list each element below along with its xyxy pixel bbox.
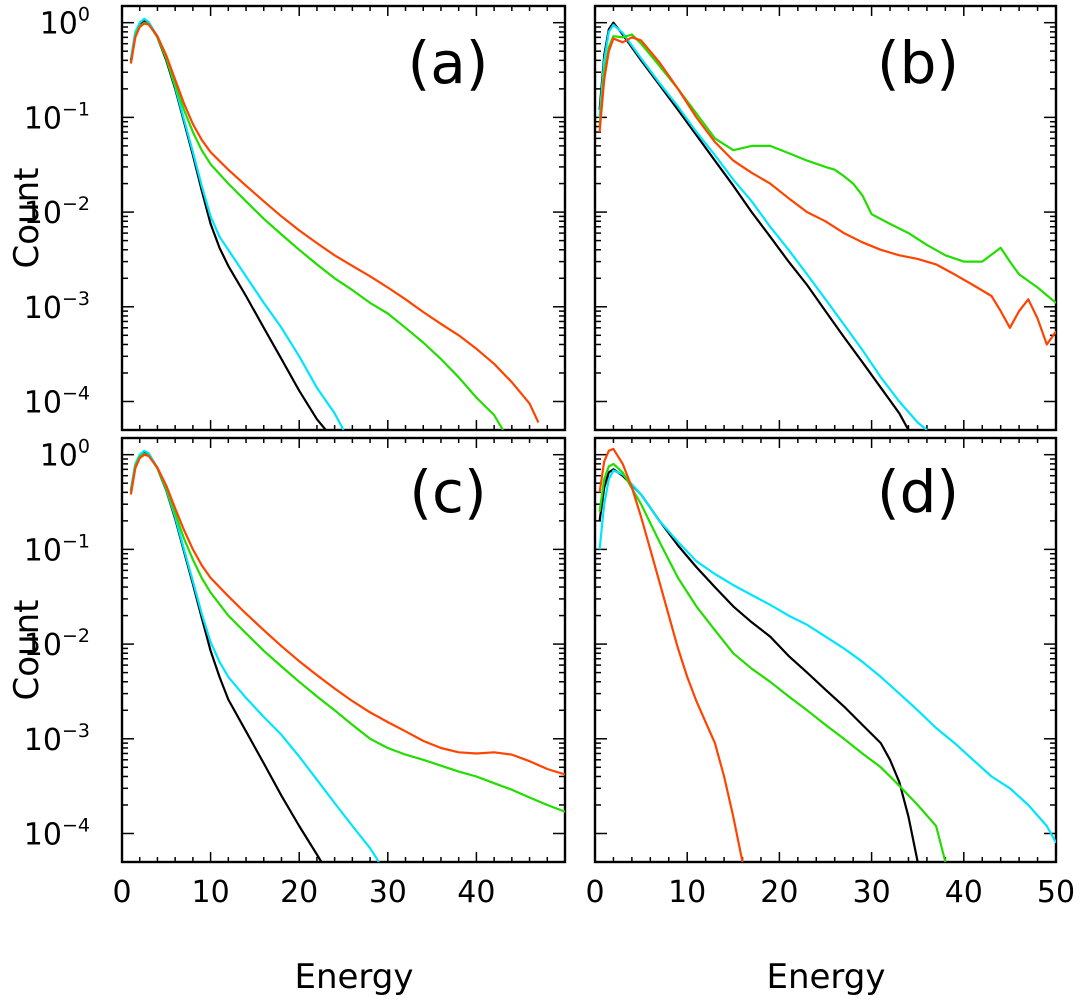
y-tick-label: 10−2: [24, 193, 90, 231]
panel-b-frame: [593, 4, 1058, 432]
series-line-a-1: [129, 19, 327, 430]
y-tick-label: 100: [40, 436, 90, 474]
panel-a: (a): [120, 4, 567, 432]
panel-a-frame: [120, 4, 567, 432]
series-line-d-4: [598, 447, 744, 862]
y-tick-label: 100: [40, 4, 90, 42]
panel-d-ticks: [594, 438, 1057, 862]
panel-b-ticks: [594, 6, 1057, 430]
panel-d-label: (d): [877, 458, 959, 526]
x-tick-label: 30: [369, 875, 407, 910]
series-line-a-2: [129, 17, 345, 430]
x-tick-label: 0: [585, 875, 604, 910]
y-tick-label: 10−1: [24, 98, 90, 136]
series-line-c-2: [129, 449, 380, 862]
x-axis-title-right: Energy: [766, 957, 885, 997]
y-tick-label: 10−3: [24, 288, 90, 326]
series-line-b-1: [598, 21, 910, 430]
panel-c: (c): [120, 436, 567, 864]
series-line-d-3: [598, 462, 947, 862]
y-tick-label: 10−3: [24, 720, 90, 758]
x-tick-label: 10: [668, 875, 706, 910]
series-line-d-1: [598, 468, 919, 862]
panel-d-series: [598, 447, 1056, 862]
series-line-c-4: [129, 453, 565, 776]
y-axis-title-top: Count: [7, 168, 47, 269]
series-line-d-2: [598, 469, 1056, 844]
y-tick-label: 10−1: [24, 530, 90, 568]
x-tick-label: 40: [945, 875, 983, 910]
panel-c-ticks: [121, 438, 566, 862]
x-tick-label: 10: [192, 875, 230, 910]
panel-b-series: [598, 21, 1056, 430]
x-axis-title-left: Energy: [294, 957, 413, 997]
panel-a-label: (a): [408, 29, 489, 97]
y-tick-label: 10−4: [24, 382, 90, 420]
series-line-c-3: [129, 452, 565, 813]
x-tick-label: 20: [760, 875, 798, 910]
y-axis-title-bottom: Count: [7, 600, 47, 701]
panel-a-ticks: [121, 6, 566, 430]
y-tick-label: 10−4: [24, 814, 90, 852]
panel-c-series: [129, 449, 565, 862]
panel-c-frame: [120, 436, 567, 864]
x-tick-label: 20: [280, 875, 318, 910]
panel-b-label: (b): [877, 29, 959, 97]
panel-d-frame: [593, 436, 1058, 864]
panel-a-series: [129, 17, 540, 430]
x-tick-label: 40: [457, 875, 495, 910]
x-tick-label: 30: [853, 875, 891, 910]
series-line-b-2: [598, 23, 928, 430]
series-line-a-4: [129, 22, 540, 423]
x-tick-label: 0: [112, 875, 131, 910]
panel-b: (b): [593, 4, 1058, 432]
x-tick-label: 50: [1037, 875, 1075, 910]
series-line-b-4: [598, 36, 1056, 346]
y-tick-label: 10−2: [24, 625, 90, 663]
panel-c-label: (c): [409, 458, 486, 526]
panel-d: (d): [593, 436, 1058, 864]
